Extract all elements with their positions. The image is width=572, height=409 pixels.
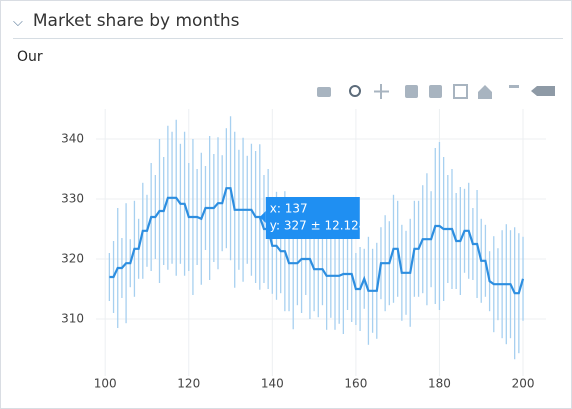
zoom-icon[interactable] bbox=[349, 85, 361, 97]
autoscale-icon[interactable] bbox=[453, 84, 468, 99]
x-tick-label: 140 bbox=[261, 377, 284, 391]
hover-tooltip: x: 137 y: 327 ± 12.124 bbox=[259, 197, 367, 239]
tooltip-box bbox=[265, 197, 360, 239]
x-tick-label: 160 bbox=[344, 377, 367, 391]
chevron[interactable]: ⌵ bbox=[13, 15, 23, 30]
y-tick-label: 340 bbox=[61, 132, 84, 146]
spike-icon[interactable] bbox=[509, 85, 519, 88]
y-tick-label: 320 bbox=[61, 252, 84, 266]
y-tick-label: 330 bbox=[61, 192, 84, 206]
tooltip-pointer bbox=[259, 211, 266, 223]
y-tick-label: 310 bbox=[61, 312, 84, 326]
toolbar bbox=[317, 84, 555, 99]
widget-title: Market share by months bbox=[32, 11, 240, 31]
x-tick-label: 200 bbox=[512, 377, 535, 391]
x-tick-label: 100 bbox=[94, 377, 117, 391]
x-tick-label: 180 bbox=[428, 377, 451, 391]
camera-icon[interactable] bbox=[317, 87, 331, 97]
home-icon[interactable] bbox=[478, 85, 492, 99]
tooltip-x: x: 137 bbox=[270, 202, 308, 216]
widget-subtitle: Our bbox=[17, 49, 43, 65]
tooltip-y: y: 327 ± 12.124 bbox=[270, 219, 367, 233]
zoom-out-icon[interactable] bbox=[429, 85, 442, 98]
divider bbox=[13, 38, 563, 39]
line bbox=[109, 187, 525, 295]
x-tick-label: 120 bbox=[177, 377, 200, 391]
pan-icon[interactable] bbox=[374, 84, 389, 99]
hover-icon[interactable] bbox=[531, 86, 555, 96]
zoom-in-icon[interactable] bbox=[405, 85, 418, 98]
widget-header[interactable]: ⌵ Market share by months bbox=[13, 11, 240, 31]
